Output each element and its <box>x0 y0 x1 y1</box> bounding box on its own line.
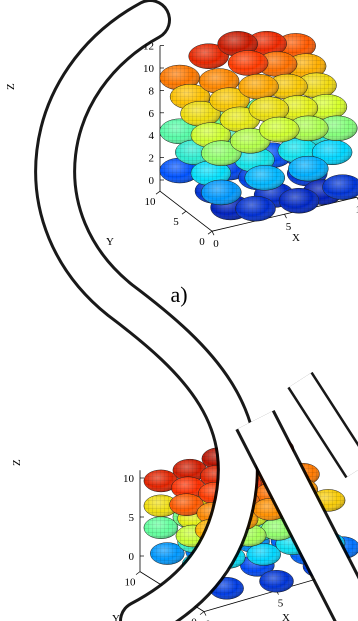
ellipsoid-point <box>288 155 329 182</box>
ellipsoid-point <box>227 50 269 76</box>
z-tick-label: 12 <box>143 41 154 53</box>
ellipsoid-point <box>244 165 286 191</box>
ellipsoid-point <box>143 516 179 539</box>
ellipsoid-point <box>296 72 337 99</box>
x-tick-mark <box>203 611 207 616</box>
y-tick-mark <box>199 611 205 615</box>
z-tick-label: 2 <box>149 153 155 165</box>
x-tick-label: 0 <box>213 238 219 250</box>
ellipsoid-point <box>217 31 258 57</box>
z-tick-label: 6 <box>149 108 155 120</box>
ellipsoid-point <box>170 476 206 500</box>
ellipsoid-point <box>238 73 279 100</box>
z-tick-label: 0 <box>149 175 155 187</box>
ellipsoid-point <box>259 569 294 593</box>
y-tick-mark <box>181 210 187 215</box>
caption-a: a) <box>170 282 188 307</box>
ellipsoid-point <box>201 179 242 206</box>
z-tick-label: 0 <box>129 551 135 563</box>
ellipsoid-point <box>198 68 240 94</box>
ellipsoid-point <box>235 195 276 222</box>
ellipsoid-point <box>306 94 348 120</box>
ellipsoid-point <box>230 128 271 154</box>
x-tick-label: 10 <box>356 204 358 216</box>
y-tick-label: 5 <box>173 216 179 228</box>
ellipsoid-point <box>248 96 290 122</box>
ellipsoid-point <box>172 458 208 482</box>
x-axis-label: X <box>282 612 290 621</box>
z-tick-label: 10 <box>143 63 155 75</box>
y-tick-label: 10 <box>145 196 157 208</box>
ellipsoid-point <box>277 95 319 121</box>
y-tick-mark <box>207 230 213 235</box>
ellipsoid-point <box>180 100 221 127</box>
ellipsoid-point <box>288 115 329 142</box>
x-axis-label: X <box>292 232 300 244</box>
y-tick-mark <box>135 571 141 575</box>
watermark <box>34 0 358 621</box>
z-tick-label: 8 <box>149 85 155 97</box>
z-axis-label: Z <box>11 459 23 466</box>
z-tick-label: 5 <box>129 512 135 524</box>
ellipsoid-point <box>278 187 320 214</box>
ellipsoid-point <box>188 43 229 69</box>
ellipsoid-point <box>159 64 200 91</box>
y-axis-label: Y <box>112 613 120 621</box>
ellipsoid-point <box>143 469 179 493</box>
x-tick-label: 5 <box>286 221 292 233</box>
y-tick-label: 0 <box>199 236 205 248</box>
z-tick-label: 4 <box>149 130 155 142</box>
ellipsoid-point <box>246 30 287 57</box>
z-axis-label: Z <box>5 83 17 90</box>
x-tick-mark <box>284 214 287 219</box>
ellipsoid-point <box>209 87 250 113</box>
ellipsoid-point <box>259 116 300 143</box>
ellipsoid-point <box>317 115 358 142</box>
ellipsoid-point <box>201 140 242 166</box>
z-tick-label: 10 <box>123 473 135 485</box>
ellipsoid-point <box>267 73 308 100</box>
ellipsoid-point <box>143 494 179 518</box>
x-tick-mark <box>211 231 215 236</box>
ellipsoid-point <box>311 139 353 166</box>
ellipsoid-point <box>322 174 358 200</box>
y-tick-label: 0 <box>191 617 197 621</box>
y-tick-mark <box>155 190 161 195</box>
ellipsoid-point <box>169 493 204 516</box>
ellipsoid-point <box>190 160 232 186</box>
y-tick-label: 10 <box>125 577 137 589</box>
x-tick-mark <box>356 197 358 200</box>
plot-a: 0 5 10 0 5 10 0 2 4 6 8 10 12 X Y Z <box>5 30 358 251</box>
x-tick-label: 5 <box>278 598 284 610</box>
x-tick-label: 0 <box>205 619 211 621</box>
y-axis-label: Y <box>106 236 114 248</box>
plot-a-tick-labels: 0 5 10 0 5 10 0 2 4 6 8 10 12 X Y Z <box>5 41 358 251</box>
ellipsoid-point <box>159 118 200 145</box>
ellipsoid-point <box>246 543 281 566</box>
plot-a-ellipsoids <box>159 30 358 222</box>
ellipsoid-point <box>150 542 185 565</box>
